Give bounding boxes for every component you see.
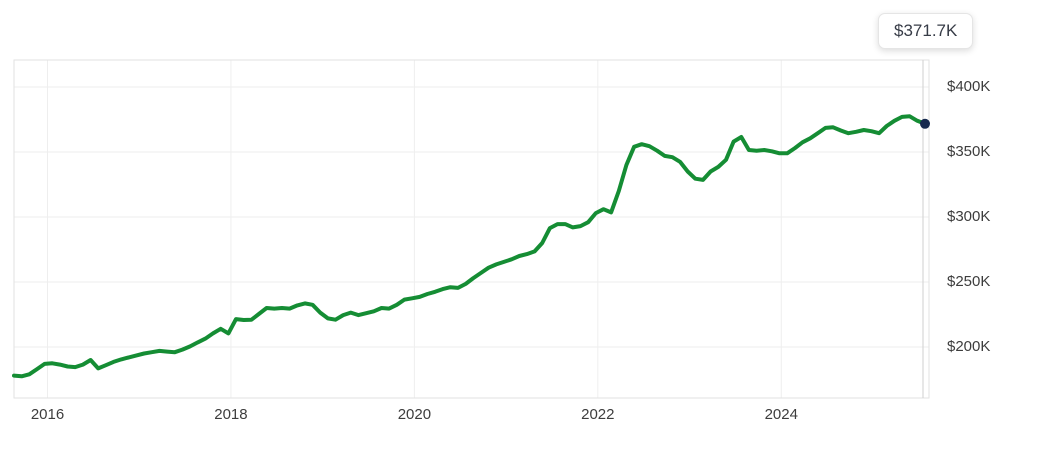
latest-point-marker[interactable] [920,118,930,129]
plot-border [13,59,930,399]
tooltip-value: $371.7K [894,21,958,40]
gridlines [14,60,929,398]
home-value-line [12,114,927,379]
value-tooltip: $371.7K [878,13,974,49]
